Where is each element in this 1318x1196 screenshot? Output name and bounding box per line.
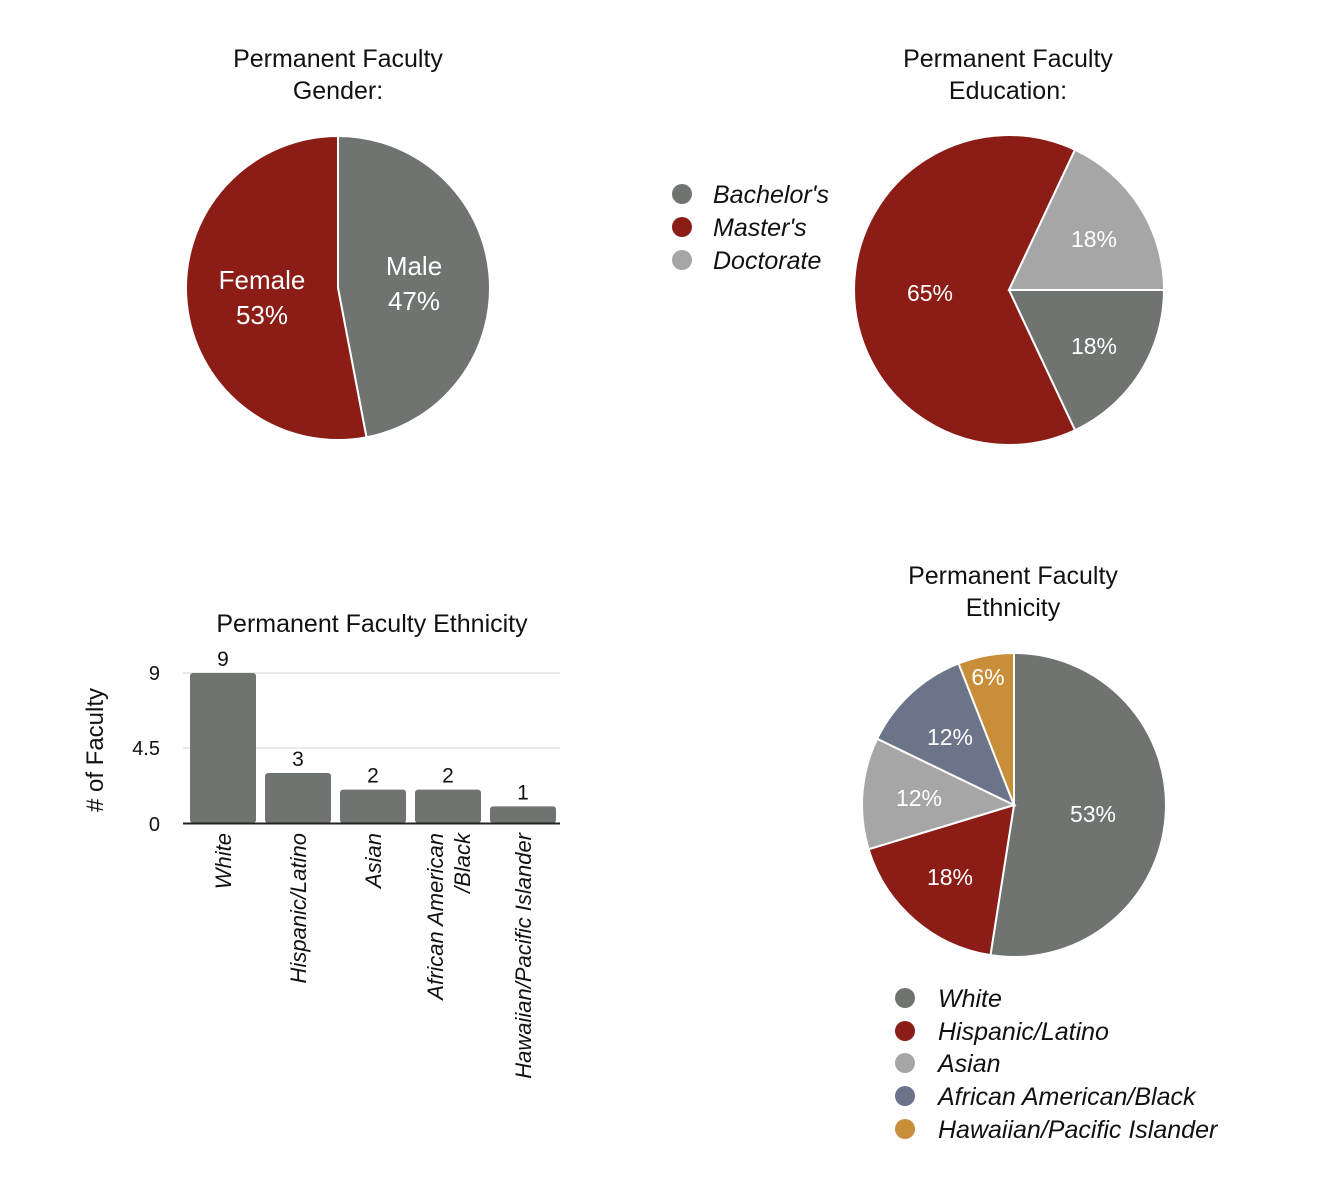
bar-value-label: 3 [292,748,304,771]
gender-chart: Permanent Faculty Gender: Male 47% Femal… [185,45,491,441]
x-tick-hawaiian-pacific-islander: Hawaiian/Pacific Islander [511,831,536,1078]
gender-title-line1: Permanent Faculty [233,45,443,73]
ethnicity-pie-chart: Permanent Faculty Ethnicity 53% 18% 12% … [861,562,1219,1144]
ethnicity-bar-chart: Permanent Faculty Ethnicity # of Faculty… [82,610,560,1079]
ethnicity-title-line1: Permanent Faculty [908,562,1118,590]
y-tick-4.5: 4.5 [132,738,160,760]
gender-title-line2: Gender: [293,77,383,105]
pie-slice-asian [861,737,1017,851]
ethnicity-legend: White Hispanic/Latino Asian African Amer… [895,985,1219,1144]
education-title-line2: Education: [949,77,1067,105]
legend-marker-pacific [895,1119,915,1139]
pie-slice-white [989,651,1167,958]
legend-marker-black [895,1086,915,1106]
x-tick-hispanic-latino: Hispanic/Latino [286,833,311,983]
bar-hawaiian-pacific-islander [490,806,556,823]
bar-value-label: 2 [442,765,454,788]
legend-label-masters: Master's [713,214,807,242]
legend-label-white: White [938,985,1002,1013]
bar-y-axis-label: # of Faculty [82,688,109,812]
bar-marks: 9 3 2 2 1 [190,648,556,823]
male-pct-label: 47% [388,286,440,316]
legend-marker-bachelors [672,184,692,204]
legend-label-hispanic: Hispanic/Latino [938,1018,1109,1046]
legend-marker-masters [672,217,692,237]
legend-label-doctorate: Doctorate [713,247,821,275]
x-tick-white: White [211,833,236,889]
pie-slice-male [337,134,491,439]
bar-value-label: 9 [217,648,229,671]
legend-label-black: African American/Black [936,1083,1197,1111]
white-pct-label: 53% [1070,801,1116,827]
y-tick-9: 9 [149,663,160,685]
female-name-label: Female [219,265,306,295]
legend-label-pacific: Hawaiian/Pacific Islander [938,1116,1219,1144]
ethnicity-pie [861,651,1167,958]
pie-slice-hawaiian-pacific-islander [957,651,1015,806]
legend-marker-asian [895,1053,915,1073]
bar-hispanic-latino [265,773,331,823]
bar-african-american-black [415,789,481,823]
masters-pct-label: 65% [907,280,953,306]
asian-pct-label: 12% [896,785,942,811]
bar-value-label: 2 [367,765,379,788]
gender-pie [185,134,491,441]
female-pct-label: 53% [236,300,288,330]
pie-slice-bachelor-s [1007,289,1166,432]
legend-label-bachelors: Bachelor's [713,181,829,209]
education-title-line1: Permanent Faculty [903,45,1113,73]
pie-slice-female [185,134,368,441]
doctorate-pct-label: 18% [1071,226,1117,252]
black-pct-label: 12% [927,724,973,750]
pie-slice-african-american-black [875,662,1016,808]
x-tick-african-american-black: African American/Black [423,832,475,1002]
bar-white [190,673,256,823]
bar-title: Permanent Faculty Ethnicity [216,610,528,638]
education-chart: Permanent Faculty Education: 18% 65% 18%… [672,45,1166,446]
pie-slice-doctorate [1007,148,1166,291]
y-tick-0: 0 [149,814,160,836]
legend-marker-hispanic [895,1021,915,1041]
bachelors-pct-label: 18% [1071,333,1117,359]
bar-category-labels: White Hispanic/Latino Asian African America… [211,831,536,1078]
education-pie [853,134,1166,446]
legend-marker-white [895,988,915,1008]
x-tick-asian: Asian [361,833,386,890]
hispanic-pct-label: 18% [927,864,973,890]
ethnicity-title-line2: Ethnicity [966,594,1061,622]
bar-value-label: 1 [517,781,529,804]
bar-asian [340,789,406,823]
legend-label-asian: Asian [936,1050,1001,1078]
male-name-label: Male [386,251,442,281]
pie-slice-hispanic-latino [867,803,1016,957]
pie-slice-master-s [853,134,1077,446]
education-legend: Bachelor's Master's Doctorate [672,181,829,275]
legend-marker-doctorate [672,250,692,270]
pacific-pct-label: 6% [971,664,1004,690]
